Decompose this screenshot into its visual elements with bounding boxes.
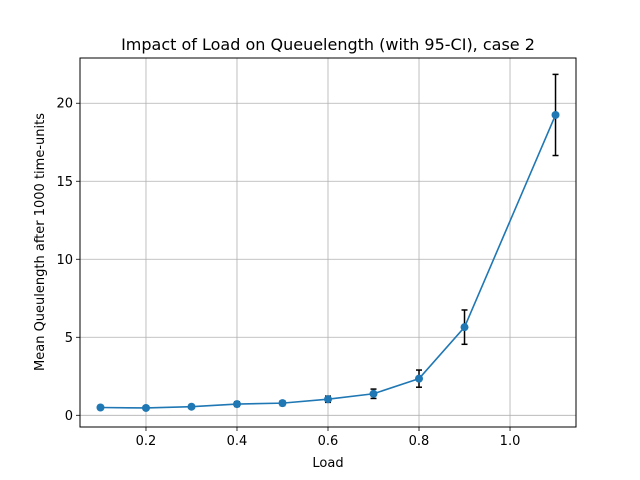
x-axis-label: Load [312, 456, 343, 471]
data-point [551, 110, 560, 119]
x-tick-label: 1.0 [500, 434, 521, 449]
data-point [232, 400, 241, 409]
chart-title: Impact of Load on Queuelength (with 95-C… [121, 35, 535, 54]
data-point [460, 323, 469, 332]
data-point [141, 403, 150, 412]
x-tick-label: 0.2 [136, 434, 157, 449]
data-layer [96, 73, 560, 412]
grid-layer [80, 58, 576, 427]
y-axis-label: Mean Queulength after 1000 time-units [33, 113, 48, 371]
data-point [369, 389, 378, 398]
data-point [278, 399, 287, 408]
data-point [415, 374, 424, 383]
data-point [187, 402, 196, 411]
y-tick-label: 10 [56, 253, 73, 268]
y-tick-label: 20 [56, 97, 73, 112]
y-tick-label: 15 [56, 175, 73, 190]
y-tick-label: 0 [65, 409, 73, 424]
series-line [100, 114, 557, 409]
x-tick-label: 0.8 [409, 434, 430, 449]
x-tick-label: 0.6 [318, 434, 339, 449]
data-point [96, 403, 105, 412]
data-point [324, 395, 332, 404]
y-tick-label: 5 [65, 331, 73, 346]
x-tick-label: 0.4 [227, 434, 248, 449]
tick-layer: 0.2 0.4 0.6 0.8 1.0 0 5 10 15 20 [56, 97, 520, 449]
